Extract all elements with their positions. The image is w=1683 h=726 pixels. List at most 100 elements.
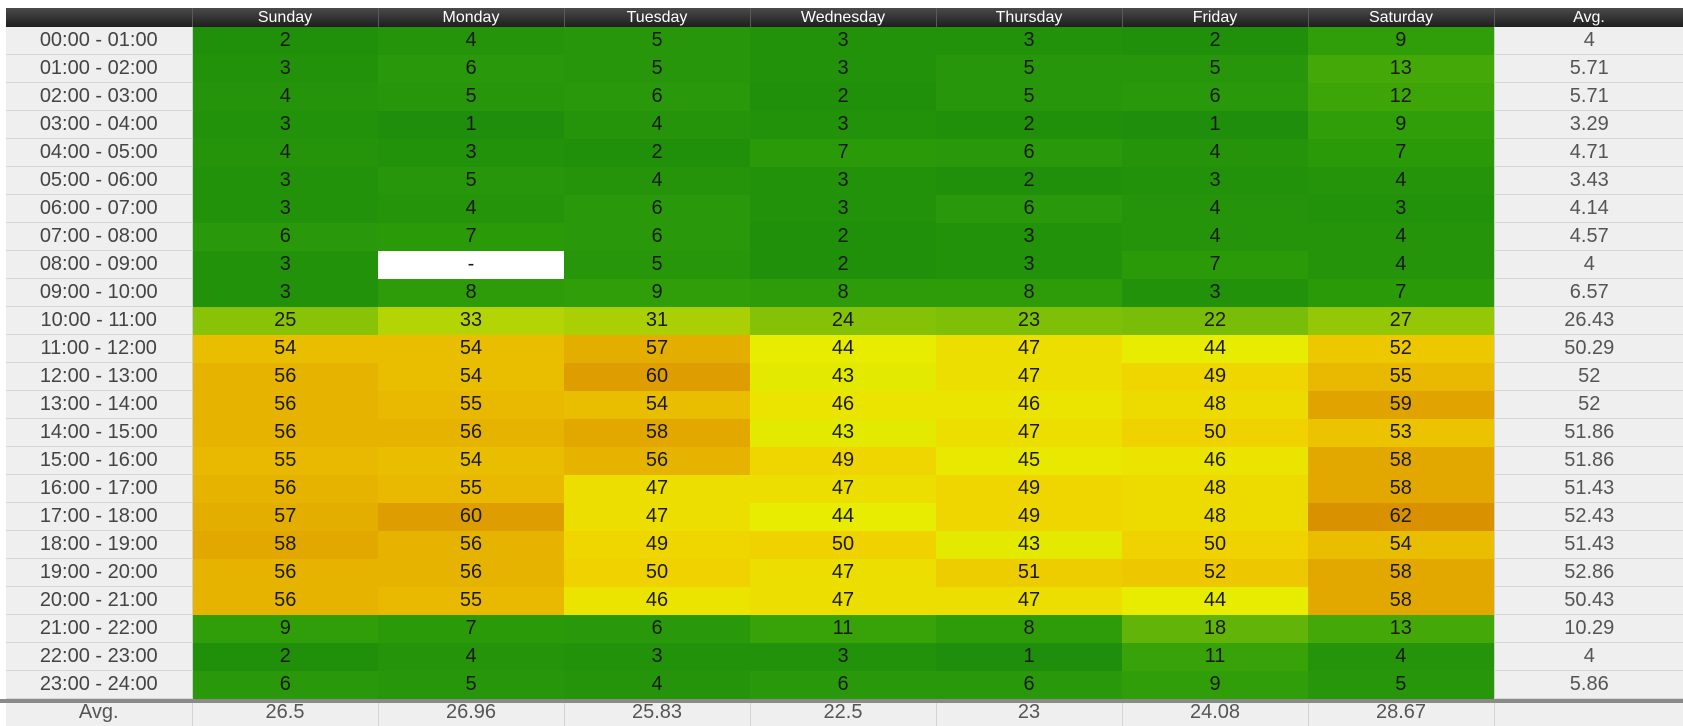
heat-cell: 48 — [1122, 503, 1308, 531]
header-monday: Monday — [378, 8, 564, 27]
heat-cell: 47 — [564, 475, 750, 503]
row-avg: 50.29 — [1494, 335, 1683, 363]
hour-label: 21:00 - 22:00 — [6, 615, 192, 643]
heat-cell: 27 — [1308, 307, 1494, 335]
heat-cell: 47 — [750, 587, 936, 615]
heat-cell: 56 — [192, 391, 378, 419]
heat-cell: 5 — [564, 27, 750, 55]
heat-cell: 50 — [564, 559, 750, 587]
heat-cell: 1 — [936, 643, 1122, 671]
row-avg: 5.86 — [1494, 671, 1683, 699]
heat-cell: 6 — [936, 139, 1122, 167]
heat-cell: 2 — [564, 139, 750, 167]
heat-cell: 3 — [1308, 195, 1494, 223]
row-avg: 4 — [1494, 251, 1683, 279]
heat-cell: 44 — [750, 335, 936, 363]
row-avg: 51.86 — [1494, 419, 1683, 447]
hour-label: 22:00 - 23:00 — [6, 643, 192, 671]
heat-cell: 4 — [1308, 167, 1494, 195]
heat-cell: 6 — [564, 223, 750, 251]
heat-cell: 4 — [1122, 223, 1308, 251]
heat-cell: 18 — [1122, 615, 1308, 643]
heat-cell: 59 — [1308, 391, 1494, 419]
row-avg: 51.43 — [1494, 475, 1683, 503]
heat-cell: 7 — [1308, 139, 1494, 167]
header-wednesday: Wednesday — [750, 8, 936, 27]
heat-cell: 4 — [378, 27, 564, 55]
heat-cell: 4 — [378, 195, 564, 223]
row-avg: 4 — [1494, 643, 1683, 671]
heat-cell: 55 — [378, 587, 564, 615]
heat-cell: 54 — [192, 335, 378, 363]
heat-cell: 3 — [936, 27, 1122, 55]
bottom-divider — [0, 699, 1683, 703]
hour-label: 18:00 - 19:00 — [6, 531, 192, 559]
heat-cell: 46 — [1122, 447, 1308, 475]
heat-cell: 3 — [192, 167, 378, 195]
heat-cell: 2 — [1122, 27, 1308, 55]
heat-cell: 7 — [378, 615, 564, 643]
heat-cell: 4 — [1308, 643, 1494, 671]
heat-cell: 62 — [1308, 503, 1494, 531]
heat-cell: 5 — [1122, 55, 1308, 83]
heat-cell: 13 — [1308, 615, 1494, 643]
heat-cell: 13 — [1308, 55, 1494, 83]
heat-cell: 49 — [750, 447, 936, 475]
heat-cell: 48 — [1122, 475, 1308, 503]
heat-cell: 2 — [936, 167, 1122, 195]
heat-cell: 44 — [750, 503, 936, 531]
row-avg: 3.43 — [1494, 167, 1683, 195]
heat-cell: 43 — [936, 531, 1122, 559]
heat-cell: 58 — [1308, 559, 1494, 587]
heat-cell: 56 — [192, 559, 378, 587]
heat-cell: 3 — [750, 27, 936, 55]
heat-cell: 5 — [936, 83, 1122, 111]
heat-cell: 58 — [192, 531, 378, 559]
heat-cell: 9 — [564, 279, 750, 307]
heat-cell: 6 — [378, 55, 564, 83]
heat-cell: 4 — [564, 671, 750, 699]
row-avg: 4.57 — [1494, 223, 1683, 251]
heat-cell: 47 — [936, 363, 1122, 391]
heat-cell: 3 — [750, 643, 936, 671]
hour-label: 13:00 - 14:00 — [6, 391, 192, 419]
heat-cell: 47 — [750, 559, 936, 587]
heat-cell: 54 — [564, 391, 750, 419]
hour-label: 03:00 - 04:00 — [6, 111, 192, 139]
heat-cell: 52 — [1122, 559, 1308, 587]
heat-cell: 8 — [750, 279, 936, 307]
heat-cell: 3 — [1122, 279, 1308, 307]
heat-cell: 7 — [1122, 251, 1308, 279]
heat-cell: 5 — [564, 55, 750, 83]
heat-cell: 8 — [378, 279, 564, 307]
heat-cell: 60 — [378, 503, 564, 531]
row-avg: 26.43 — [1494, 307, 1683, 335]
heat-cell: 44 — [1122, 587, 1308, 615]
heat-cell: 2 — [936, 111, 1122, 139]
heat-cell: 58 — [1308, 447, 1494, 475]
heat-cell: 6 — [936, 671, 1122, 699]
hour-label: 01:00 - 02:00 — [6, 55, 192, 83]
heat-cell: 54 — [378, 335, 564, 363]
heat-cell: 50 — [750, 531, 936, 559]
row-avg: 51.86 — [1494, 447, 1683, 475]
heat-cell: 24 — [750, 307, 936, 335]
heat-cell: 56 — [378, 531, 564, 559]
heat-cell: 9 — [1308, 27, 1494, 55]
heat-cell: 3 — [564, 643, 750, 671]
heat-cell: 4 — [192, 83, 378, 111]
hour-label: 08:00 - 09:00 — [6, 251, 192, 279]
heat-cell: 47 — [564, 503, 750, 531]
